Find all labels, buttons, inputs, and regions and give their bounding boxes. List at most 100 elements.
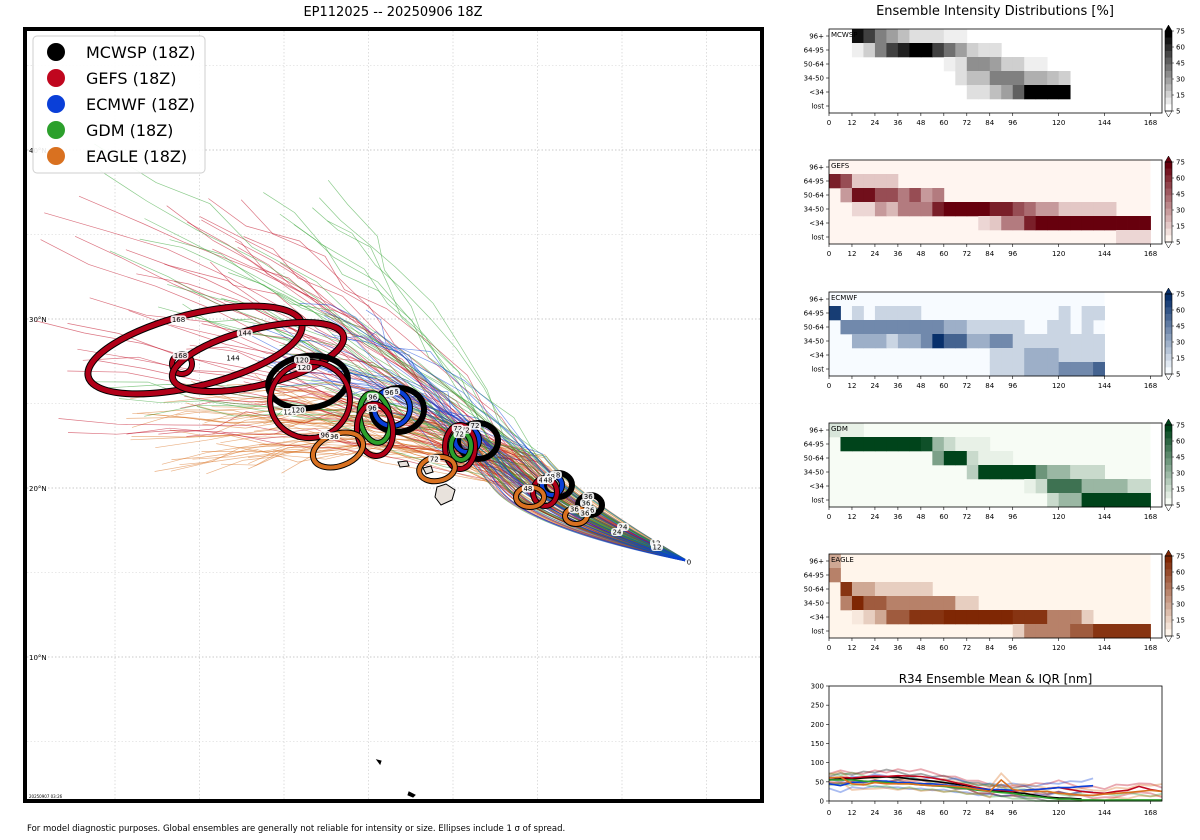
x-tick-label: 120 (1052, 513, 1065, 521)
x-tick-label: 96 (1008, 513, 1017, 521)
x-tick-label: 12 (848, 644, 857, 652)
colorbar-segment (1165, 57, 1172, 65)
heatmap-cell (909, 596, 922, 611)
heatmap-cell (840, 582, 853, 597)
hour-label-bg (225, 354, 241, 362)
heatmap-cell (1127, 216, 1140, 231)
x-tick-label: 48 (916, 382, 925, 390)
hour-label-bg (294, 355, 310, 364)
colorbar-segment (1165, 307, 1172, 315)
heatmap-cell (886, 202, 899, 217)
heatmap-cell (1012, 216, 1025, 231)
heatmap-cell (1047, 320, 1060, 335)
colorbar-tick-label: 30 (1176, 339, 1185, 347)
colorbar-tick-label: 5 (1176, 502, 1180, 510)
r34-x-tick-label: 60 (939, 809, 948, 817)
ensemble-track (327, 179, 691, 563)
colorbar-segment (1165, 334, 1172, 341)
heatmap-cell (1081, 493, 1094, 508)
heatmap-cell (1093, 624, 1105, 639)
r34-mean-line (829, 779, 1162, 802)
x-tick-label: 144 (1098, 119, 1112, 127)
heatmap-cell (955, 610, 968, 625)
heatmap-cell (897, 610, 910, 625)
x-tick-label: 24 (870, 644, 879, 652)
row-label: 96+ (809, 296, 824, 304)
heatmap-cell (1058, 348, 1071, 363)
hour-label: 72 (430, 455, 439, 463)
heatmap-cell (1047, 334, 1060, 349)
hour-label-bg (469, 421, 481, 430)
row-label: 64-95 (804, 178, 824, 186)
heatmap-cell (955, 202, 968, 217)
row-label: 64-95 (804, 441, 824, 449)
colorbar-segment (1165, 300, 1172, 308)
heatmap-cell (851, 582, 864, 597)
heatmap-cell (955, 596, 968, 611)
colorbar-top-arrow (1164, 24, 1173, 32)
heatmap-cell (1093, 465, 1105, 480)
colorbar-tick-label: 15 (1176, 223, 1185, 231)
r34-y-tick-label: 100 (811, 759, 824, 767)
heatmap-cell (955, 57, 968, 72)
x-tick-label: 72 (962, 644, 971, 652)
heatmap-cell (886, 29, 899, 44)
heatmap-cell (840, 188, 853, 203)
x-tick-label: 12 (848, 513, 857, 521)
x-tick-label: 84 (985, 382, 994, 390)
heatmap-cell (1093, 493, 1105, 508)
colorbar-tick-label: 5 (1176, 371, 1180, 379)
hour-label: 36 (582, 500, 591, 508)
heatmap-cell (897, 596, 910, 611)
heatmap-cell (943, 57, 956, 72)
heatmap-cell (1070, 610, 1083, 625)
heatmap-cell (897, 582, 910, 597)
heatmap-cell (943, 610, 956, 625)
heatmap-cell (978, 320, 991, 335)
colorbar-frame (1164, 30, 1173, 112)
colorbar-segment (1165, 596, 1172, 603)
heatmap-cell (966, 465, 979, 480)
heatmap-cell (1127, 479, 1140, 494)
colorbar-segment (1165, 31, 1172, 38)
row-label: lost (811, 628, 824, 636)
hour-label-bg (580, 499, 592, 507)
heatmap-cell (886, 437, 899, 452)
heatmap-cell (1024, 479, 1037, 494)
colorbar-tick-label: 5 (1176, 239, 1180, 247)
heatmap-cell (1035, 610, 1048, 625)
row-label: 34-50 (804, 469, 824, 477)
row-label: 50-64 (804, 586, 825, 594)
heatmap-cell (1012, 85, 1025, 100)
heatmap-cell (1047, 362, 1060, 377)
heatmap-cell (989, 610, 1002, 625)
heatmap-cell (978, 57, 991, 72)
x-tick-label: 12 (848, 119, 857, 127)
row-label: <34 (809, 352, 824, 360)
heatmap-cell (1093, 334, 1105, 349)
heatmap-cell (978, 610, 991, 625)
heatmap-cell (1116, 624, 1128, 639)
heatmap-cell (1001, 362, 1014, 377)
x-tick-label: 0 (827, 513, 831, 521)
heatmap-cell (1139, 230, 1151, 245)
colorbar-segment (1165, 97, 1172, 105)
heatmap-cell (932, 29, 945, 44)
r34-y-tick-label: 200 (811, 721, 824, 729)
heatmap-cell (909, 582, 922, 597)
colorbar-segment (1165, 569, 1172, 577)
heatmap-cell (978, 202, 991, 217)
r34-x-tick-label: 48 (916, 809, 925, 817)
x-tick-label: 96 (1008, 382, 1017, 390)
heatmap-cell (909, 320, 922, 335)
heatmap-axes (828, 291, 1163, 377)
x-tick-label: 24 (870, 119, 879, 127)
heatmap-cell (1093, 362, 1105, 377)
colorbar-segment (1165, 37, 1172, 45)
hour-label: 36 (570, 506, 579, 514)
r34-y-tick-label: 300 (811, 683, 824, 691)
heatmap-axes (828, 28, 1163, 114)
heatmap-cell (978, 43, 991, 58)
hour-label: 144 (226, 355, 240, 363)
